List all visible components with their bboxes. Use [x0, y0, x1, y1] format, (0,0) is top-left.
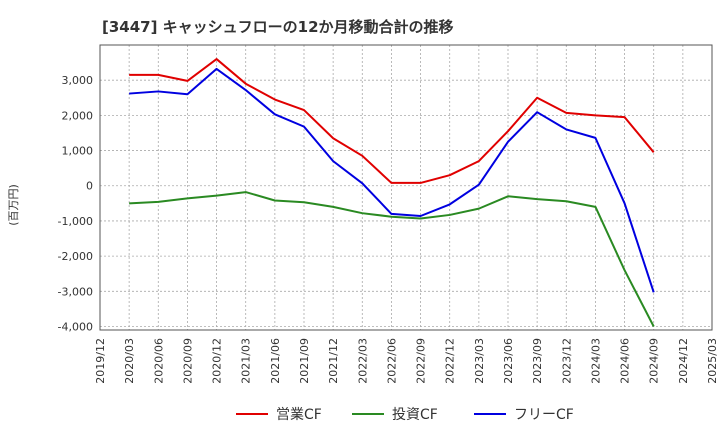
x-tick-label: 2021/03	[240, 338, 253, 384]
y-tick-label: 3,000	[62, 74, 94, 87]
x-tick-label: 2023/06	[502, 338, 515, 384]
y-tick-label: 2,000	[62, 109, 94, 122]
x-tick-label: 2020/06	[152, 338, 165, 384]
x-tick-label: 2024/06	[619, 338, 632, 384]
axes: 3,000 2,000 1,000 0 -1,000 -2,000 -3,000 -4,000…	[58, 44, 719, 384]
x-tick-label: 2020/03	[123, 338, 136, 384]
x-tick-label: 2024/03	[589, 338, 602, 384]
grid	[99, 45, 713, 330]
x-tick-label: 2024/09	[648, 338, 661, 384]
x-tick-label: 2025/03	[706, 338, 719, 384]
x-tick-label: 2022/12	[444, 338, 457, 384]
plot-area	[100, 45, 712, 330]
x-tick-label: 2022/06	[385, 338, 398, 384]
series-line	[129, 67, 655, 293]
y-tick-label: 0	[86, 180, 93, 193]
y-tick-label: -4,000	[58, 320, 93, 333]
series-line	[129, 58, 655, 184]
x-tick-label: 2021/12	[327, 338, 340, 384]
x-tick-label: 2023/12	[560, 338, 573, 384]
legend-label: 営業CF	[276, 407, 322, 423]
y-tick-label: -2,000	[58, 250, 93, 263]
y-tick-label: 1,000	[62, 145, 94, 158]
x-tick-label: 2023/09	[531, 338, 544, 384]
x-tick-label: 2022/09	[415, 338, 428, 384]
chart-title: [3447] キャッシュフローの12か月移動合計の推移	[102, 18, 454, 36]
x-tick-label: 2019/12	[94, 338, 107, 384]
x-tick-label: 2020/12	[211, 338, 224, 384]
y-axis-label: (百万円)	[7, 184, 20, 226]
series-line	[129, 191, 655, 327]
x-tick-label: 2024/12	[677, 338, 690, 384]
x-tick-label: 2021/09	[298, 338, 311, 384]
x-tick-label: 2023/03	[473, 338, 486, 384]
series-lines	[129, 58, 655, 327]
x-tick-label: 2021/06	[269, 338, 282, 384]
y-tick-label: -1,000	[58, 215, 93, 228]
x-tick-label: 2020/09	[181, 338, 194, 384]
y-tick-label: -3,000	[58, 285, 93, 298]
legend: 営業CF 投資CF フリーCF	[236, 407, 574, 423]
x-tick-label: 2022/03	[356, 338, 369, 384]
plot-frame	[99, 44, 713, 331]
legend-label: 投資CF	[392, 407, 438, 423]
legend-label: フリーCF	[514, 407, 574, 423]
